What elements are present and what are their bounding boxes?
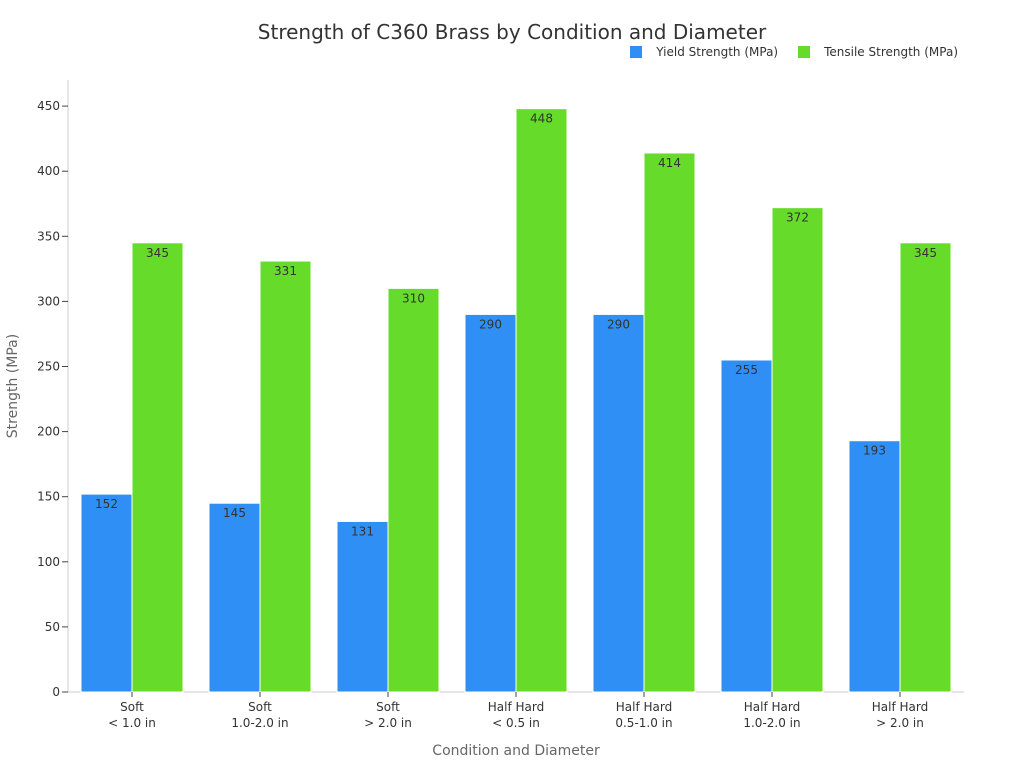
x-tick-label: 1.0-2.0 in: [231, 716, 288, 730]
x-tick-label: Half Hard: [744, 700, 800, 714]
x-tick-label: < 0.5 in: [492, 716, 540, 730]
data-label: 345: [146, 246, 169, 260]
chart-title: Strength of C360 Brass by Condition and …: [257, 20, 767, 44]
x-tick-label: Half Hard: [872, 700, 928, 714]
legend: Yield Strength (MPa) Tensile Strength (M…: [630, 45, 958, 59]
y-tick-label: 0: [52, 685, 60, 699]
y-tick-label: 200: [37, 425, 60, 439]
x-tick-label: Half Hard: [488, 700, 544, 714]
bar-yield: [208, 502, 261, 693]
data-label: 290: [479, 317, 502, 331]
data-label: 372: [786, 211, 809, 225]
data-label: 310: [402, 291, 425, 305]
y-tick-label: 250: [37, 360, 60, 374]
data-label: 255: [735, 363, 758, 377]
bar-tensile: [131, 242, 184, 693]
y-tick-label: 450: [37, 99, 60, 113]
x-tick-label: Half Hard: [616, 700, 672, 714]
bar-tensile: [899, 242, 952, 693]
y-tick-label: 300: [37, 294, 60, 308]
y-axis-label: Strength (MPa): [5, 334, 21, 438]
bar-yield: [720, 359, 773, 693]
y-tick-label: 50: [45, 620, 60, 634]
data-label: 345: [914, 246, 937, 260]
x-tick-label: > 2.0 in: [876, 716, 924, 730]
legend-label-yield: Yield Strength (MPa): [656, 45, 779, 59]
x-tick-label: Soft: [120, 700, 144, 714]
legend-swatch-tensile: [798, 46, 811, 58]
bar-tensile: [643, 152, 696, 693]
bar-yield: [336, 520, 389, 693]
legend-label-tensile: Tensile Strength (MPa): [824, 45, 958, 59]
legend-swatch-yield: [630, 46, 643, 58]
x-axis-label: Condition and Diameter: [432, 743, 600, 759]
data-label: 414: [658, 156, 681, 170]
data-label: 193: [863, 444, 886, 458]
data-label: 152: [95, 497, 118, 511]
x-tick-label: < 1.0 in: [108, 716, 156, 730]
bar-yield: [464, 313, 517, 693]
data-label: 145: [223, 506, 246, 520]
y-tick-label: 100: [37, 555, 60, 569]
y-tick-label: 350: [37, 229, 60, 243]
y-tick-label: 150: [37, 490, 60, 504]
x-tick-label: > 2.0 in: [364, 716, 412, 730]
x-tick-label: 1.0-2.0 in: [743, 716, 800, 730]
bar-yield: [848, 440, 901, 693]
y-tick-label: 400: [37, 164, 60, 178]
data-label: 448: [530, 112, 553, 126]
data-label: 131: [351, 524, 374, 538]
legend-item-yield: Yield Strength (MPa): [630, 45, 778, 59]
data-label: 331: [274, 264, 297, 278]
bar-tensile: [387, 287, 440, 693]
bar-yield: [80, 493, 133, 693]
x-tick-label: Soft: [376, 700, 400, 714]
bar-tensile: [515, 108, 568, 693]
data-label: 290: [607, 317, 630, 331]
bar-tensile: [259, 260, 312, 693]
legend-item-tensile: Tensile Strength (MPa): [798, 45, 958, 59]
x-tick-label: Soft: [248, 700, 272, 714]
bar-yield: [592, 313, 645, 693]
x-tick-label: 0.5-1.0 in: [615, 716, 672, 730]
bar-tensile: [771, 207, 824, 693]
